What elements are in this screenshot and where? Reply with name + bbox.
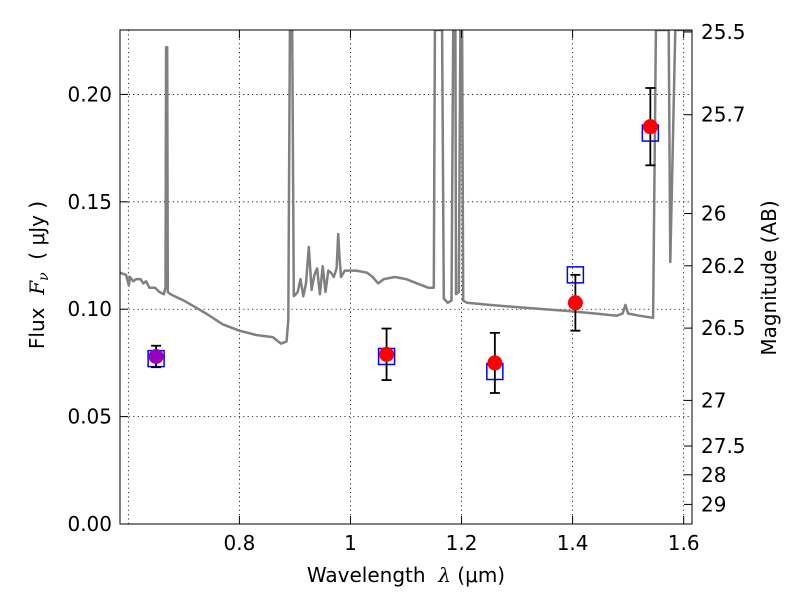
y-axis-label: Flux Fν ( μJy ) <box>25 201 52 349</box>
plot-frame <box>119 29 693 525</box>
grid <box>120 30 692 525</box>
observed-photometry-point <box>379 346 395 362</box>
y-axis-label-unit: ( μJy ) <box>25 201 49 273</box>
y-tick-label: 0.15 <box>67 190 112 214</box>
y-axis-label-nu: ν <box>36 272 52 281</box>
magnitude-tick-label: 26.2 <box>701 254 746 278</box>
x-tick-label: 0.8 <box>223 531 255 555</box>
y-tick-label: 0.20 <box>67 82 112 106</box>
observed-photometry-point <box>148 348 164 364</box>
magnitude-tick-label: 29 <box>701 492 726 516</box>
x-tick-label: 1.2 <box>446 531 478 555</box>
magnitude-tick-label: 28 <box>701 463 726 487</box>
axis-ticks: 0.8 1 1.2 1.4 1.6 0.00 0.05 0.10 0.15 0.20 25.5 25.… <box>67 20 745 555</box>
x-axis-label-lambda: λ <box>437 563 451 587</box>
x-tick-label: 1 <box>344 531 357 555</box>
x-tick-label: 1.4 <box>557 531 589 555</box>
magnitude-tick-label: 25.7 <box>701 103 746 127</box>
y-tick-label: 0.10 <box>67 297 112 321</box>
magnitude-tick-label: 27.5 <box>701 434 746 458</box>
observed-photometry-point <box>642 119 658 135</box>
x-axis-label-prefix: Wavelength <box>307 563 438 587</box>
x-axis-label-unit: (μm) <box>451 563 505 587</box>
x-axis-label: Wavelength λ (μm) <box>307 563 505 587</box>
data-points <box>147 87 660 394</box>
plot-clip-group <box>120 30 692 345</box>
y-tick-label: 0.05 <box>67 405 112 429</box>
magnitude-tick-label: 26.5 <box>701 316 746 340</box>
x-tick-label: 1.6 <box>668 531 700 555</box>
y-tick-label: 0.00 <box>67 512 112 536</box>
magnitude-tick-label: 27 <box>701 388 726 412</box>
model-spectrum-line <box>120 30 692 345</box>
magnitude-tick-label: 25.5 <box>701 20 746 44</box>
y-axis-label-F: F <box>25 280 49 296</box>
magnitude-tick-label: 26 <box>701 202 726 226</box>
observed-photometry-point <box>567 295 583 311</box>
secondary-y-axis-label: Magnitude (AB) <box>757 200 781 355</box>
y-axis-label-prefix: Flux <box>25 295 49 349</box>
observed-photometry-point <box>487 355 503 371</box>
